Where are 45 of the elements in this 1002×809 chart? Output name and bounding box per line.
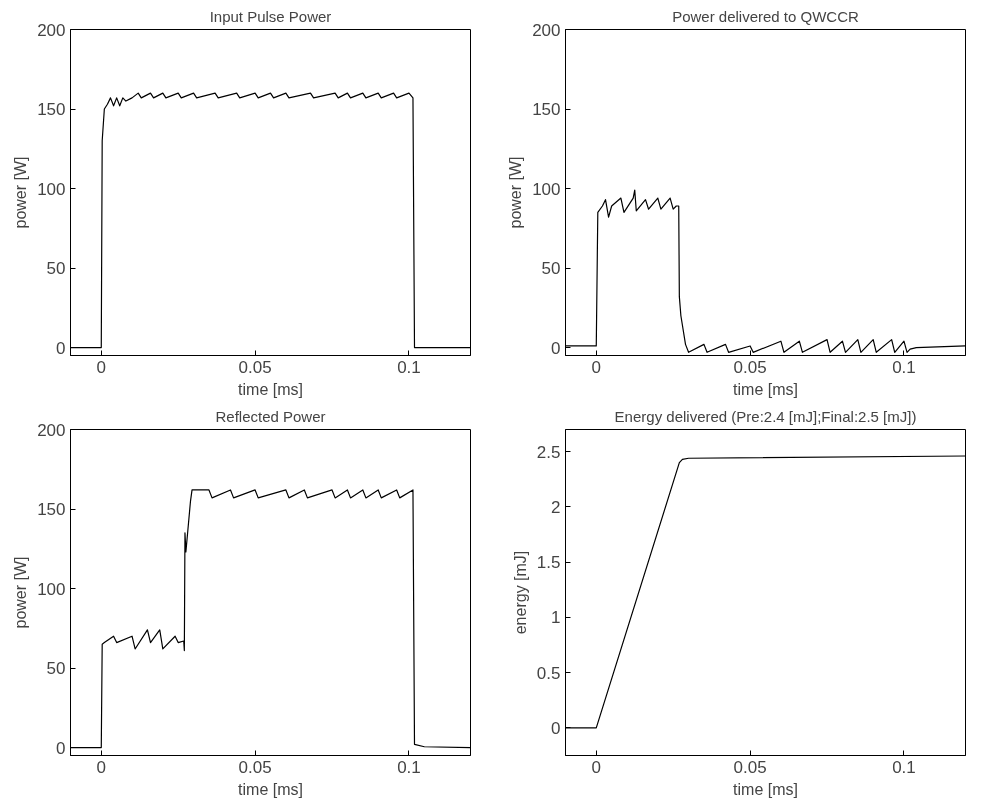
y-tick-label: 0.5 (536, 663, 561, 683)
y-tick-label: 0 (56, 338, 66, 358)
y-tick-label: 150 (37, 100, 66, 120)
y-axis-title: energy [mJ] (511, 550, 529, 635)
x-axis-title: time [ms] (733, 380, 798, 398)
y-tick-label: 200 (37, 420, 66, 440)
y-tick-label: 100 (37, 179, 66, 199)
y-tick-label: 100 (532, 179, 561, 199)
x-axis-title: time [ms] (733, 780, 798, 798)
y-tick-label: 0 (56, 738, 66, 758)
y-tick-label: 2.5 (536, 442, 561, 462)
x-tick-label: 0.1 (892, 757, 916, 777)
chart-title: Energy delivered (Pre:2.4 [mJ];Final:2.5 [mJ]) (614, 407, 917, 425)
y-tick-label: 200 (532, 20, 561, 40)
y-tick-label: 50 (46, 259, 66, 279)
y-tick-label: 0 (551, 718, 561, 738)
y-tick-label: 50 (541, 259, 561, 279)
chart-title: Power delivered to QWCCR (672, 7, 860, 25)
x-tick-label: 0 (96, 757, 107, 777)
y-tick-label: 0 (551, 338, 561, 358)
x-tick-label: 0.05 (238, 357, 272, 377)
y-tick-label: 150 (37, 500, 66, 520)
x-tick-label: 0.05 (733, 757, 767, 777)
chart-title: Reflected Power (215, 407, 326, 425)
y-tick-label: 1 (551, 608, 561, 628)
y-axis-title: power [W] (507, 156, 525, 229)
y-tick-label: 200 (37, 20, 66, 40)
y-tick-label: 50 (46, 659, 66, 679)
y-tick-label: 100 (37, 579, 66, 599)
x-tick-label: 0 (591, 357, 602, 377)
x-tick-label: 0.05 (733, 357, 767, 377)
x-tick-label: 0.1 (892, 357, 916, 377)
x-tick-label: 0.05 (238, 757, 272, 777)
x-tick-label: 0.1 (397, 757, 421, 777)
y-axis-title: power [W] (12, 156, 30, 229)
x-tick-label: 0 (96, 357, 107, 377)
chart-title: Input Pulse Power (209, 7, 332, 25)
y-tick-label: 1.5 (536, 553, 561, 573)
y-axis-title: power [W] (12, 556, 30, 629)
x-axis-title: time [ms] (238, 380, 303, 398)
y-tick-label: 150 (532, 100, 561, 120)
x-axis-title: time [ms] (238, 780, 303, 798)
x-tick-label: 0 (591, 757, 602, 777)
x-tick-label: 0.1 (397, 357, 421, 377)
y-tick-label: 2 (551, 497, 561, 517)
